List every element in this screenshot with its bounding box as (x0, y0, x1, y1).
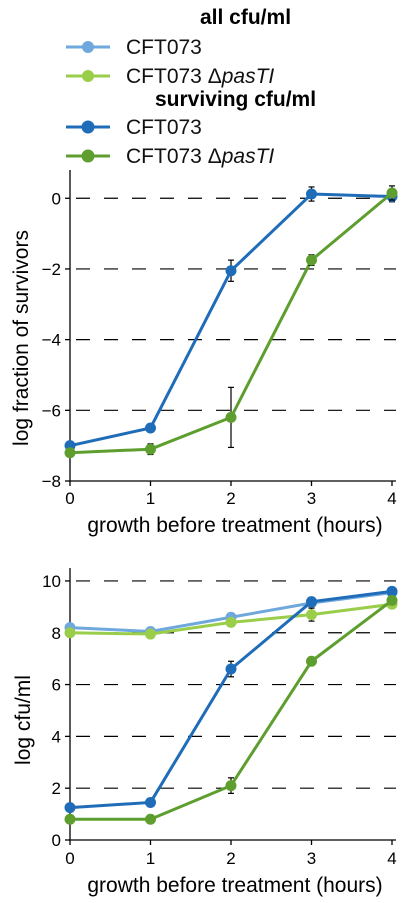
x-tick-label: 4 (387, 849, 396, 868)
y-axis-title: log fraction of survivors (10, 230, 33, 446)
legend-heading-surviving: surviving cfu/ml (155, 88, 316, 111)
data-point (306, 254, 317, 266)
series (64, 585, 398, 814)
legend-label-delta: Δ (208, 145, 222, 168)
legend: all cfu/ml CFT073 CFT073 ΔpasTI survivin… (66, 6, 316, 168)
y-tick-label: −8 (42, 472, 61, 491)
data-point (225, 411, 237, 423)
x-tick-label: 2 (226, 849, 235, 868)
data-point (306, 655, 317, 667)
data-point (306, 596, 317, 608)
legend-label: CFT073 (126, 36, 202, 59)
legend-heading-all: all cfu/ml (200, 6, 291, 29)
data-point (225, 616, 237, 628)
legend-marker-icon (81, 149, 95, 163)
data-point (145, 422, 156, 434)
y-tick-label: 4 (52, 727, 61, 746)
x-axis-title: growth before treatment (hours) (87, 874, 382, 897)
series (64, 598, 398, 640)
y-tick-label: 0 (52, 189, 61, 208)
legend-label-gene: pasTI (221, 65, 275, 88)
data-point (64, 802, 76, 814)
legend-entry-cft073-surviving: CFT073 (66, 116, 202, 139)
data-point (225, 663, 237, 675)
legend-entry-pasti-all: CFT073 ΔpasTI (66, 65, 274, 88)
data-point (306, 609, 317, 621)
y-tick-label: −4 (42, 331, 61, 350)
data-point (64, 447, 76, 459)
x-axis-title: growth before treatment (hours) (87, 514, 382, 537)
data-point (145, 796, 156, 808)
y-tick-label: 2 (52, 779, 61, 798)
x-tick-label: 3 (307, 849, 316, 868)
y-tick-label: 0 (52, 831, 61, 850)
legend-label: CFT073 ΔpasTI (126, 145, 274, 168)
series (64, 587, 398, 637)
series (64, 185, 398, 459)
data-point (386, 187, 398, 199)
legend-label-text: CFT073 (126, 36, 202, 59)
legend-entry-pasti-surviving: CFT073 ΔpasTI (66, 145, 274, 168)
legend-entry-cft073-all: CFT073 (66, 36, 202, 59)
x-tick-label: 3 (307, 489, 316, 508)
y-tick-label: 10 (42, 572, 61, 591)
legend-label: CFT073 (126, 116, 202, 139)
y-tick-label: 6 (52, 676, 61, 695)
y-axis-title: log cfu/ml (12, 675, 35, 765)
legend-label-gene: pasTI (221, 145, 275, 168)
legend-label-text: CFT073 (126, 145, 208, 168)
x-tick-label: 1 (146, 489, 155, 508)
data-point (145, 813, 156, 825)
series (64, 594, 398, 825)
data-point (64, 813, 76, 825)
data-point (386, 594, 398, 606)
legend-label: CFT073 ΔpasTI (126, 65, 274, 88)
legend-label-delta: Δ (208, 65, 222, 88)
legend-label-text: CFT073 (126, 65, 208, 88)
data-point (64, 627, 76, 639)
legend-marker-icon (82, 70, 94, 82)
data-point (306, 188, 317, 200)
data-point (145, 443, 156, 455)
x-tick-label: 4 (387, 489, 396, 508)
data-point (225, 780, 237, 792)
data-point (145, 628, 156, 640)
x-tick-label: 0 (65, 849, 74, 868)
y-tick-label: −2 (42, 260, 61, 279)
x-tick-label: 2 (226, 489, 235, 508)
legend-marker-icon (82, 41, 94, 53)
legend-marker-icon (81, 120, 95, 134)
x-tick-label: 1 (146, 849, 155, 868)
x-tick-label: 0 (65, 489, 74, 508)
y-tick-label: 8 (52, 624, 61, 643)
data-point (225, 265, 237, 277)
y-tick-label: −6 (42, 401, 61, 420)
cfu-chart: 0 2 4 6 8 10 0 1 2 3 4 growth before treatment (hou… (12, 568, 398, 897)
data-point (386, 585, 398, 597)
legend-label-text: CFT073 (126, 116, 202, 139)
